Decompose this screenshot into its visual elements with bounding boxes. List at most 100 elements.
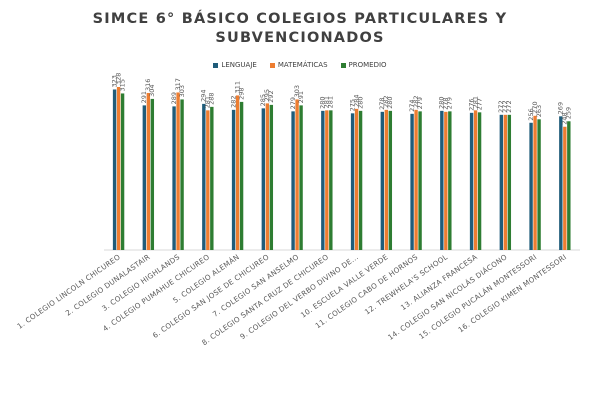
bar-promedio-11: [418, 111, 422, 250]
bar-promedio-5: [239, 101, 244, 251]
data-label-lenguaje-13: 276: [467, 98, 475, 110]
data-label-matemáticas-7: 303: [293, 85, 301, 97]
data-label-matemáticas-3: 317: [174, 78, 182, 90]
data-label-promedio-1: 315: [118, 79, 126, 91]
data-label-lenguaje-3: 289: [170, 92, 178, 104]
bar-lenguaje-13: [469, 112, 474, 250]
bar-promedio-7: [299, 105, 303, 250]
bar-matemáticas-8: [325, 110, 329, 250]
legend-item-matematicas: MATEMÁTICAS: [269, 61, 328, 69]
chart-title-line-2: SUBVENCIONADOS: [215, 30, 385, 46]
data-label-promedio-16: 259: [565, 107, 573, 119]
bar-matemáticas-10: [384, 109, 389, 250]
chart-title-line-1: SIMCE 6° BÁSICO COLEGIOS PARTICULARES Y: [92, 11, 508, 27]
data-label-matemáticas-4: 281: [204, 96, 212, 108]
data-label-promedio-12: 279: [446, 97, 454, 109]
bar-promedio-10: [388, 110, 393, 250]
bar-matemáticas-9: [354, 108, 359, 250]
legend-swatch-promedio: [340, 62, 346, 68]
bar-matemáticas-6: [265, 103, 270, 250]
legend-label-lenguaje: LENGUAJE: [221, 61, 257, 69]
data-label-promedio-4: 288: [208, 92, 216, 104]
chart-title: SIMCE 6° BÁSICO COLEGIOS PARTICULARES Y …: [0, 10, 600, 48]
bar-matemáticas-3: [176, 92, 180, 251]
data-label-matemáticas-10: 282: [382, 95, 390, 107]
bar-lenguaje-8: [321, 110, 325, 250]
bar-promedio-15: [537, 119, 541, 250]
bar-matemáticas-5: [235, 95, 240, 250]
legend-item-promedio: PROMEDIO: [340, 61, 387, 69]
bar-promedio-16: [567, 121, 571, 250]
bar-matemáticas-14: [503, 114, 508, 250]
data-label-matemáticas-1: 328: [114, 73, 122, 85]
bar-lenguaje-11: [410, 113, 414, 250]
data-label-lenguaje-15: 256: [527, 108, 535, 120]
bar-lenguaje-2: [142, 105, 147, 250]
bar-promedio-8: [329, 110, 333, 250]
bar-matemáticas-15: [533, 115, 537, 250]
bar-lenguaje-14: [499, 114, 504, 250]
bar-matemáticas-16: [563, 126, 567, 250]
bar-lenguaje-6: [261, 108, 266, 250]
data-label-promedio-10: 280: [386, 96, 394, 108]
bar-lenguaje-3: [172, 106, 176, 250]
data-label-matemáticas-2: 316: [144, 79, 152, 91]
bar-lenguaje-15: [529, 122, 533, 250]
bar-lenguaje-1: [112, 89, 117, 250]
legend-label-promedio: PROMEDIO: [348, 61, 387, 69]
bar-lenguaje-5: [231, 109, 236, 250]
bar-matemáticas-1: [116, 86, 121, 251]
data-label-matemáticas-12: 278: [442, 97, 450, 109]
bar-lenguaje-10: [380, 111, 385, 250]
bar-matemáticas-4: [206, 110, 210, 250]
data-label-lenguaje-7: 279: [289, 97, 297, 109]
bar-matemáticas-13: [473, 110, 478, 250]
bar-promedio-2: [150, 98, 155, 250]
data-label-promedio-7: 291: [297, 91, 305, 103]
data-label-promedio-2: 304: [148, 84, 156, 96]
data-label-promedio-15: 263: [535, 105, 543, 117]
data-label-promedio-3: 303: [178, 85, 186, 97]
data-label-lenguaje-5: 282: [229, 95, 237, 107]
data-label-matemáticas-5: 311: [233, 81, 241, 93]
data-label-lenguaje-16: 269: [557, 102, 565, 114]
data-label-matemáticas-6: 295: [263, 89, 271, 101]
data-label-lenguaje-4: 294: [200, 89, 208, 101]
bar-promedio-6: [269, 104, 274, 250]
data-label-matemáticas-9: 284: [352, 94, 360, 106]
data-label-promedio-13: 277: [475, 98, 483, 110]
bar-lenguaje-7: [291, 111, 295, 250]
data-label-lenguaje-1: 323: [110, 75, 118, 87]
data-label-lenguaje-2: 291: [140, 91, 148, 103]
legend-item-lenguaje: LENGUAJE: [213, 61, 257, 69]
bar-lenguaje-9: [350, 113, 355, 250]
data-label-lenguaje-9: 275: [348, 99, 356, 111]
data-label-promedio-14: 272: [505, 100, 513, 112]
bar-lenguaje-4: [202, 103, 206, 250]
data-label-promedio-11: 279: [416, 97, 424, 109]
bar-matemáticas-7: [295, 99, 299, 250]
bar-matemáticas-12: [444, 111, 448, 250]
legend-swatch-matematicas: [269, 62, 275, 68]
data-label-lenguaje-10: 278: [378, 97, 386, 109]
data-label-lenguaje-12: 280: [438, 96, 446, 108]
bar-promedio-1: [120, 93, 125, 250]
data-label-matemáticas-15: 270: [531, 101, 539, 113]
bar-promedio-9: [358, 110, 363, 250]
bar-promedio-12: [448, 111, 452, 250]
bar-promedio-3: [180, 99, 184, 250]
data-label-lenguaje-11: 274: [408, 99, 416, 111]
bar-lenguaje-12: [440, 110, 444, 250]
bar-promedio-4: [210, 106, 214, 251]
chart-legend: LENGUAJE MATEMÁTICAS PROMEDIO: [0, 61, 600, 69]
bar-matemáticas-11: [414, 109, 418, 250]
data-label-matemáticas-13: 281: [471, 96, 479, 108]
data-label-lenguaje-8: 280: [319, 96, 327, 108]
legend-swatch-lenguaje: [213, 62, 219, 68]
bar-lenguaje-16: [559, 116, 563, 250]
data-label-promedio-8: 281: [327, 96, 335, 108]
data-label-promedio-9: 280: [356, 96, 364, 108]
data-label-promedio-6: 292: [267, 90, 275, 102]
data-label-matemáticas-8: 281: [323, 96, 331, 108]
